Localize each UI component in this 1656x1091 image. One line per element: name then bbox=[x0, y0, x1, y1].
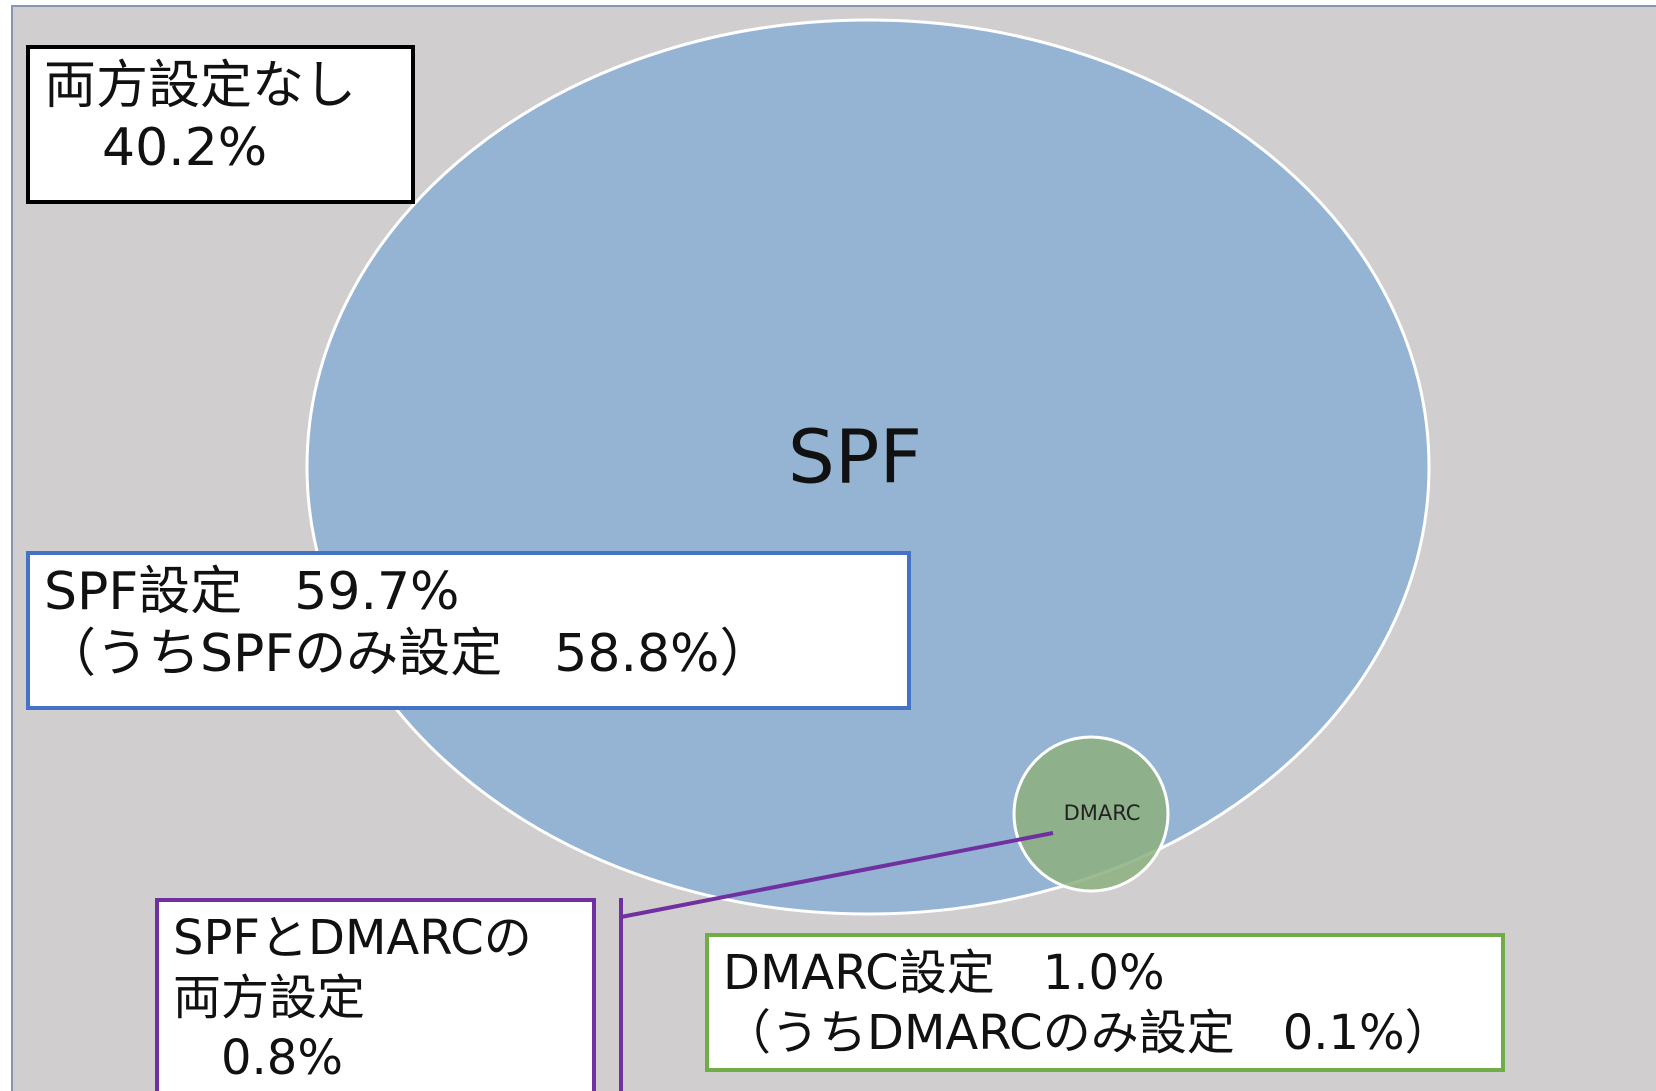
box-text: （うちSPFのみ設定 58.8%） bbox=[44, 624, 772, 684]
box-text: （うちDMARCのみ設定 0.1%） bbox=[723, 1005, 1453, 1061]
dmarc-circle bbox=[1012, 735, 1170, 893]
box-text: 両方設定 bbox=[173, 970, 366, 1026]
spf-label: SPF bbox=[788, 415, 922, 501]
box-text: 0.8% bbox=[221, 1030, 343, 1086]
no-setting-box: 両方設定なし 40.2% bbox=[26, 45, 415, 204]
dmarc-label: DMARC bbox=[1064, 801, 1141, 825]
both-box: SPFとDMARCの 両方設定 0.8% bbox=[155, 898, 596, 1091]
dmarc-box: DMARC設定 1.0% （うちDMARCのみ設定 0.1%） bbox=[705, 933, 1505, 1072]
spf-box: SPF設定 59.7% （うちSPFのみ設定 58.8%） bbox=[26, 551, 911, 710]
box-text: SPF設定 59.7% bbox=[44, 562, 460, 622]
leader-line bbox=[620, 831, 1054, 919]
box-text: 両方設定なし bbox=[44, 56, 357, 116]
box-text: 40.2% bbox=[102, 118, 268, 178]
box-text: SPFとDMARCの bbox=[173, 910, 532, 966]
box-text: DMARC設定 1.0% bbox=[723, 945, 1165, 1001]
